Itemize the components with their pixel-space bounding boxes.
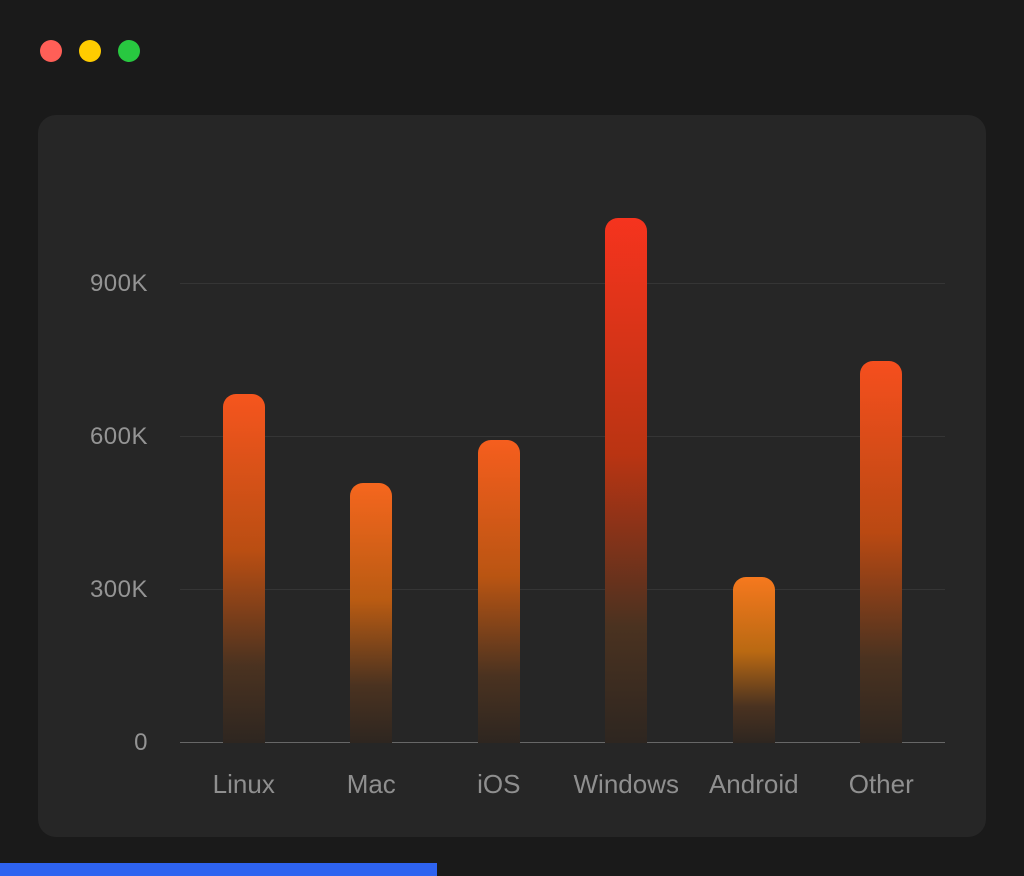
x-label-android: Android <box>708 769 799 799</box>
gridline-300k <box>180 589 945 590</box>
traffic-lights <box>40 40 140 62</box>
bar-mac[interactable] <box>350 482 393 743</box>
bar-column-other <box>818 182 946 743</box>
bar-ios[interactable] <box>477 439 520 743</box>
x-label-mac: Mac <box>346 769 396 799</box>
plot-area: 0 300K 600K 900K <box>90 182 945 756</box>
bar-chart: 0 300K 600K 900K Linux Mac iOS Windows Android O… <box>38 182 945 800</box>
x-axis-line <box>180 742 945 743</box>
zoom-button[interactable] <box>118 40 140 62</box>
titlebar <box>0 0 1024 102</box>
y-tick-label-0: 0 <box>134 729 148 756</box>
y-tick-label-300k: 300K <box>89 576 148 603</box>
bars-row <box>180 182 945 743</box>
chart-panel: 0 300K 600K 900K Linux Mac iOS Windows Android O… <box>38 115 986 837</box>
y-tick-label-900k: 900K <box>89 270 148 297</box>
x-axis-labels: Linux Mac iOS Windows Android Other <box>180 769 945 800</box>
x-label-linux: Linux <box>212 769 275 799</box>
bar-column-ios <box>435 182 563 743</box>
bar-windows[interactable] <box>605 217 648 743</box>
x-label-other: Other <box>848 769 914 799</box>
close-button[interactable] <box>40 40 62 62</box>
x-label-ios: iOS <box>477 769 521 799</box>
bar-linux[interactable] <box>222 393 265 743</box>
minimize-button[interactable] <box>79 40 101 62</box>
bar-column-windows <box>563 182 691 743</box>
bar-other[interactable] <box>860 360 903 743</box>
bar-column-android <box>690 182 818 743</box>
bar-column-linux <box>180 182 308 743</box>
bottom-blue-strip <box>0 863 437 876</box>
gridline-600k <box>180 436 945 437</box>
bar-android[interactable] <box>732 577 775 743</box>
bar-column-mac <box>308 182 436 743</box>
y-tick-label-600k: 600K <box>89 423 148 450</box>
gridline-900k <box>180 283 945 284</box>
x-label-windows: Windows <box>573 769 679 799</box>
